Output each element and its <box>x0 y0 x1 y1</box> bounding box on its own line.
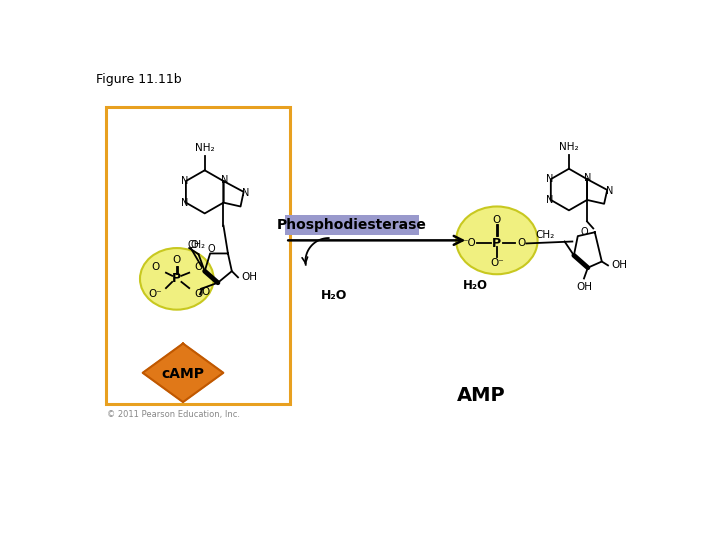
Text: O: O <box>202 287 210 297</box>
Text: O: O <box>492 215 501 225</box>
Text: H₂O: H₂O <box>463 279 487 292</box>
Text: Phosphodiesterase: Phosphodiesterase <box>277 218 427 232</box>
Text: CH₂: CH₂ <box>535 231 554 240</box>
Ellipse shape <box>140 248 214 309</box>
FancyBboxPatch shape <box>284 215 419 235</box>
Text: O: O <box>190 240 198 250</box>
Text: O⁻: O⁻ <box>490 259 504 268</box>
Text: O: O <box>173 255 181 265</box>
Text: O: O <box>580 227 588 237</box>
Text: Figure 11.11b: Figure 11.11b <box>96 72 182 85</box>
Text: O: O <box>194 289 202 299</box>
Text: O: O <box>151 261 159 272</box>
Text: O: O <box>518 239 526 248</box>
Text: N: N <box>606 186 613 197</box>
Text: © 2011 Pearson Education, Inc.: © 2011 Pearson Education, Inc. <box>107 410 240 418</box>
Text: O: O <box>207 244 215 254</box>
Text: H₂O: H₂O <box>321 289 347 302</box>
Text: CH₂: CH₂ <box>188 240 206 249</box>
Ellipse shape <box>456 206 538 274</box>
Polygon shape <box>143 343 223 402</box>
Text: NH₂: NH₂ <box>559 142 579 152</box>
Text: P: P <box>492 237 501 250</box>
Text: N: N <box>546 195 553 205</box>
Text: OH: OH <box>611 260 627 271</box>
Text: NH₂: NH₂ <box>195 143 215 153</box>
Text: N: N <box>181 198 188 207</box>
Text: O: O <box>194 261 202 272</box>
Text: N: N <box>181 176 188 186</box>
FancyBboxPatch shape <box>106 107 290 403</box>
Text: N: N <box>584 173 592 183</box>
Text: O⁻: O⁻ <box>148 289 162 299</box>
Text: N: N <box>220 174 228 185</box>
Text: P: P <box>172 272 181 285</box>
Text: OH: OH <box>241 272 257 282</box>
Text: N: N <box>546 174 553 184</box>
Text: cAMP: cAMP <box>161 367 204 381</box>
Text: AMP: AMP <box>457 387 505 406</box>
Text: N: N <box>243 188 250 198</box>
Text: OH: OH <box>576 281 592 292</box>
Text: ⁻O: ⁻O <box>462 239 476 248</box>
